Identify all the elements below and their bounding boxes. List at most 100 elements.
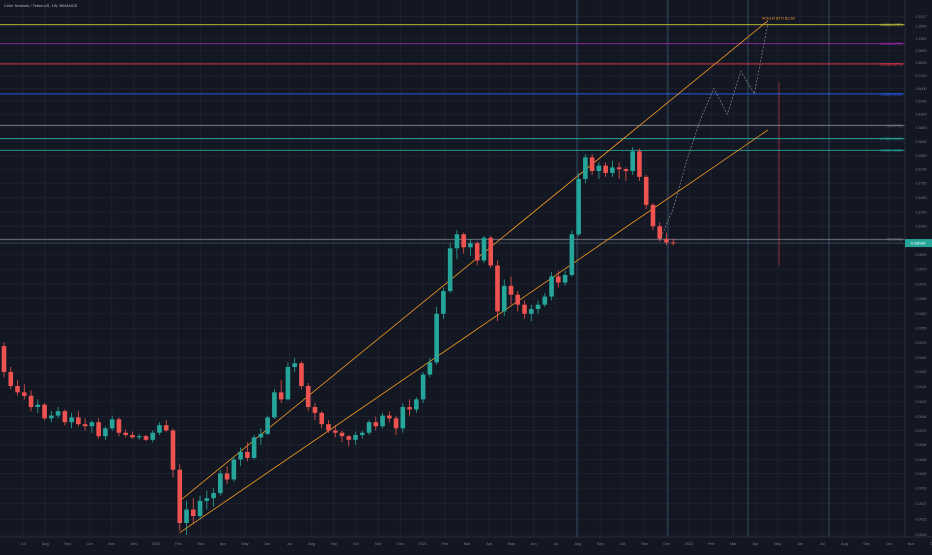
time-tick-label: Jul [21,542,26,546]
candle-body [528,309,534,314]
candle-body [434,313,439,363]
candle-body [508,285,514,295]
projection-path [659,23,769,241]
price-tick-label: 0.5100 [916,99,927,103]
price-tick-label: 0.0181 [916,356,927,360]
time-tick-label: Sep [64,542,71,546]
candle-body [42,404,47,419]
candle-body [427,362,433,375]
candle-body [35,404,41,408]
time-tick-label: Jun [264,542,270,546]
time-tick-label: Nov [108,542,115,546]
time-tick-label: Dec [930,542,932,546]
price-tick-label: 1.3500 [916,25,927,29]
candle-body [468,243,473,248]
candle-body [251,437,257,458]
candle-body [89,422,95,427]
price-tick-label: 0.0033 [916,487,927,491]
channel-lower-line [179,129,769,534]
candle-body [616,167,622,170]
candle-body [670,242,676,244]
time-tick-label: Feb [442,542,449,546]
fib-level-label: 1.618(0.5592) [880,92,902,96]
candle-body [576,178,581,235]
candle-body [623,169,629,172]
time-tick-label: Jul [820,542,825,546]
candle-body [218,473,223,494]
candle-body [495,265,500,312]
time-tick-label: Mar [464,542,471,546]
time-tick-label: Apr [753,542,760,546]
candle-body [657,226,663,239]
price-axis-bg [905,0,932,537]
candle-body [562,274,568,283]
candle-body [596,165,602,172]
price-tick-label: 0.9800 [916,49,927,53]
candle-body [339,432,345,437]
time-tick-label: May [241,542,248,546]
candle-body [549,276,554,297]
time-tick-label: Sep [863,542,870,546]
price-tick-label: 0.0320 [916,312,927,316]
candle-body [231,459,237,480]
candle-body [501,285,507,312]
current-price-badge [905,239,932,248]
time-tick-label: Feb [708,542,715,546]
time-tick-label: Jul [553,542,558,546]
candle-body [373,422,379,427]
price-tick-label: 0.0219 [916,341,927,345]
time-tick-label: Aug [575,542,582,546]
candle-body [312,407,318,413]
candle-body [353,435,358,440]
candles [1,147,676,535]
time-tick-label: Apr [486,542,493,546]
time-tick-label: Oct [619,542,626,546]
candle-body [157,425,162,433]
candle-body [420,374,426,400]
price-tick-label: 0.6000 [916,87,927,91]
candle-body [441,291,446,314]
time-tick-label: Nov [641,542,648,546]
candle-body [481,237,487,261]
price-tick-label: 0.2500 [916,154,927,158]
candle-body [643,176,649,205]
candle-body [82,424,88,427]
fib-level-label: 2.618(0.8271) [880,62,902,66]
candle-body [522,304,527,314]
candle-body [190,509,196,517]
candle-body [103,428,108,437]
price-tick-label: 0.0390 [916,297,927,301]
candle-body [400,407,406,429]
price-tick-label: 0.0040 [916,472,927,476]
target-annotation: #CELR $TO $1.60 [762,16,796,21]
candle-body [177,469,183,523]
price-tick-label: 0.3600 [916,126,927,130]
price-tick-label: 0.1450 [916,196,927,200]
candle-body [130,435,135,438]
candle-body [515,294,521,305]
price-tick-label: 0.4300 [916,112,927,116]
time-tick-label: May [774,542,781,546]
candle-body [393,418,399,429]
candle-body [488,237,494,266]
candle-body [96,422,101,437]
price-tick-label: 0.0124 [916,385,927,389]
channel-upper-line [179,20,769,502]
price-tick-label: 0.0022 [916,518,927,522]
candle-body [650,204,656,227]
time-tick-label: May [508,542,515,546]
candle-body [630,151,635,172]
candle-body [62,411,68,423]
candle-body [8,371,14,386]
candle-body [366,422,372,433]
candle-body [454,234,460,249]
time-tick-label: 2022 [685,542,693,546]
current-price-label: 0.08034 [911,240,926,245]
price-tick-label: 0.7100 [916,74,927,78]
chart-title: Celer Network / TetherUS, 1W, BINANCE [4,3,78,8]
fib-level-label: 0.786(0.3127) [880,137,902,141]
time-tick-label: Nov [375,542,382,546]
time-tick-label: Aug [42,542,49,546]
price-tick-label: 0.0070 [916,429,927,433]
